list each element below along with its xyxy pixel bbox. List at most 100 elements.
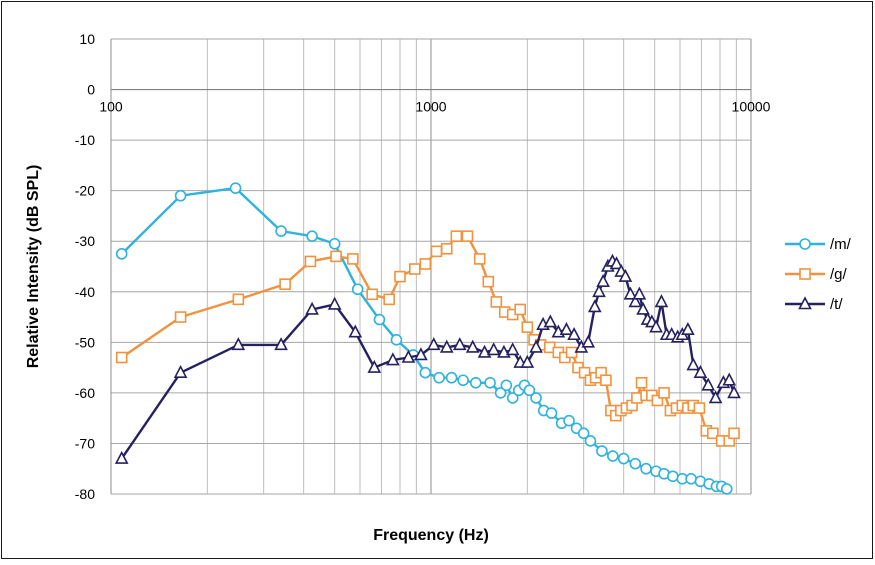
data-point <box>461 230 474 242</box>
legend: /m/ /g/ /t/ <box>785 236 852 313</box>
y-tick-label: -50 <box>75 334 95 350</box>
data-point <box>505 342 520 356</box>
data-point <box>720 483 733 495</box>
data-point <box>708 390 723 404</box>
series <box>114 182 741 495</box>
data-point <box>419 366 432 379</box>
data-point <box>681 321 695 335</box>
data-point <box>115 248 128 260</box>
data-point <box>529 339 543 353</box>
data-point <box>500 379 513 392</box>
data-point <box>632 286 647 300</box>
data-point <box>366 288 378 301</box>
y-tick-label: -20 <box>75 183 95 199</box>
data-point <box>617 452 630 465</box>
data-point <box>115 351 128 364</box>
x-tick-label: 100 <box>99 99 123 115</box>
data-point <box>799 268 811 280</box>
data-point <box>728 427 740 440</box>
data-point <box>401 349 416 363</box>
data-point <box>383 293 395 306</box>
data-point <box>367 359 382 373</box>
data-point <box>577 427 590 440</box>
data-point <box>457 374 469 387</box>
y-tick-label: -80 <box>75 486 95 502</box>
data-point <box>581 334 596 348</box>
data-point <box>618 268 633 282</box>
data-point <box>394 270 406 283</box>
y-tick-label: -30 <box>75 233 95 249</box>
data-point <box>426 337 441 351</box>
series-triangle <box>114 253 741 464</box>
data-point <box>506 392 519 404</box>
data-point <box>596 445 608 457</box>
data-point <box>629 457 642 470</box>
data-point <box>545 407 558 419</box>
data-point <box>693 402 706 414</box>
series-line <box>120 260 736 460</box>
data-point <box>654 294 669 308</box>
legend-label: /m/ <box>830 236 852 253</box>
x-tick-label: 1000 <box>415 99 446 115</box>
data-point <box>482 275 495 288</box>
data-point <box>623 286 638 300</box>
data-point <box>430 245 443 258</box>
data-point <box>409 263 421 275</box>
data-point <box>520 354 535 368</box>
data-point <box>347 253 359 265</box>
y-tick-label: -60 <box>75 385 95 401</box>
data-point <box>465 339 480 353</box>
data-point <box>649 319 663 333</box>
legend-label: /g/ <box>830 266 848 283</box>
data-point <box>174 189 187 202</box>
data-point <box>275 225 287 237</box>
y-tick-label: -70 <box>75 435 95 451</box>
data-point <box>439 339 454 353</box>
data-point <box>330 250 342 263</box>
data-point <box>494 387 507 399</box>
data-point <box>523 384 536 397</box>
data-point <box>592 284 606 298</box>
data-point <box>173 364 188 378</box>
legend-label: /t/ <box>830 296 843 313</box>
data-point <box>232 293 245 306</box>
data-point <box>640 462 652 475</box>
data-point <box>701 377 716 391</box>
data-point <box>304 255 317 268</box>
data-point <box>390 334 403 346</box>
data-point <box>348 324 363 338</box>
data-point <box>279 278 291 290</box>
y-tick-label: -10 <box>75 132 95 148</box>
data-point <box>559 321 574 335</box>
data-point <box>306 230 318 242</box>
data-point <box>628 294 643 308</box>
data-point <box>596 273 610 287</box>
data-point <box>584 435 597 447</box>
legend-item: /m/ <box>785 236 852 253</box>
data-point <box>231 337 246 351</box>
data-point <box>469 376 482 389</box>
x-tick-label: 10000 <box>732 99 771 115</box>
data-point <box>114 450 129 464</box>
data-point <box>484 376 496 389</box>
data-point <box>327 296 342 310</box>
data-point <box>600 374 612 387</box>
x-axis-title: Frequency (Hz) <box>373 527 489 544</box>
data-point <box>328 237 341 250</box>
data-point <box>530 392 542 404</box>
data-point <box>514 303 527 316</box>
y-axis-title: Relative Intensity (dB SPL) <box>25 165 42 369</box>
data-point <box>305 301 319 315</box>
data-point <box>667 470 679 483</box>
data-point <box>798 296 812 310</box>
data-point <box>274 337 288 351</box>
y-tick-label: 10 <box>79 31 95 47</box>
data-point <box>433 371 445 384</box>
legend-item: /t/ <box>785 296 843 313</box>
data-point <box>563 414 575 427</box>
data-point <box>229 182 242 194</box>
data-point <box>693 364 708 378</box>
